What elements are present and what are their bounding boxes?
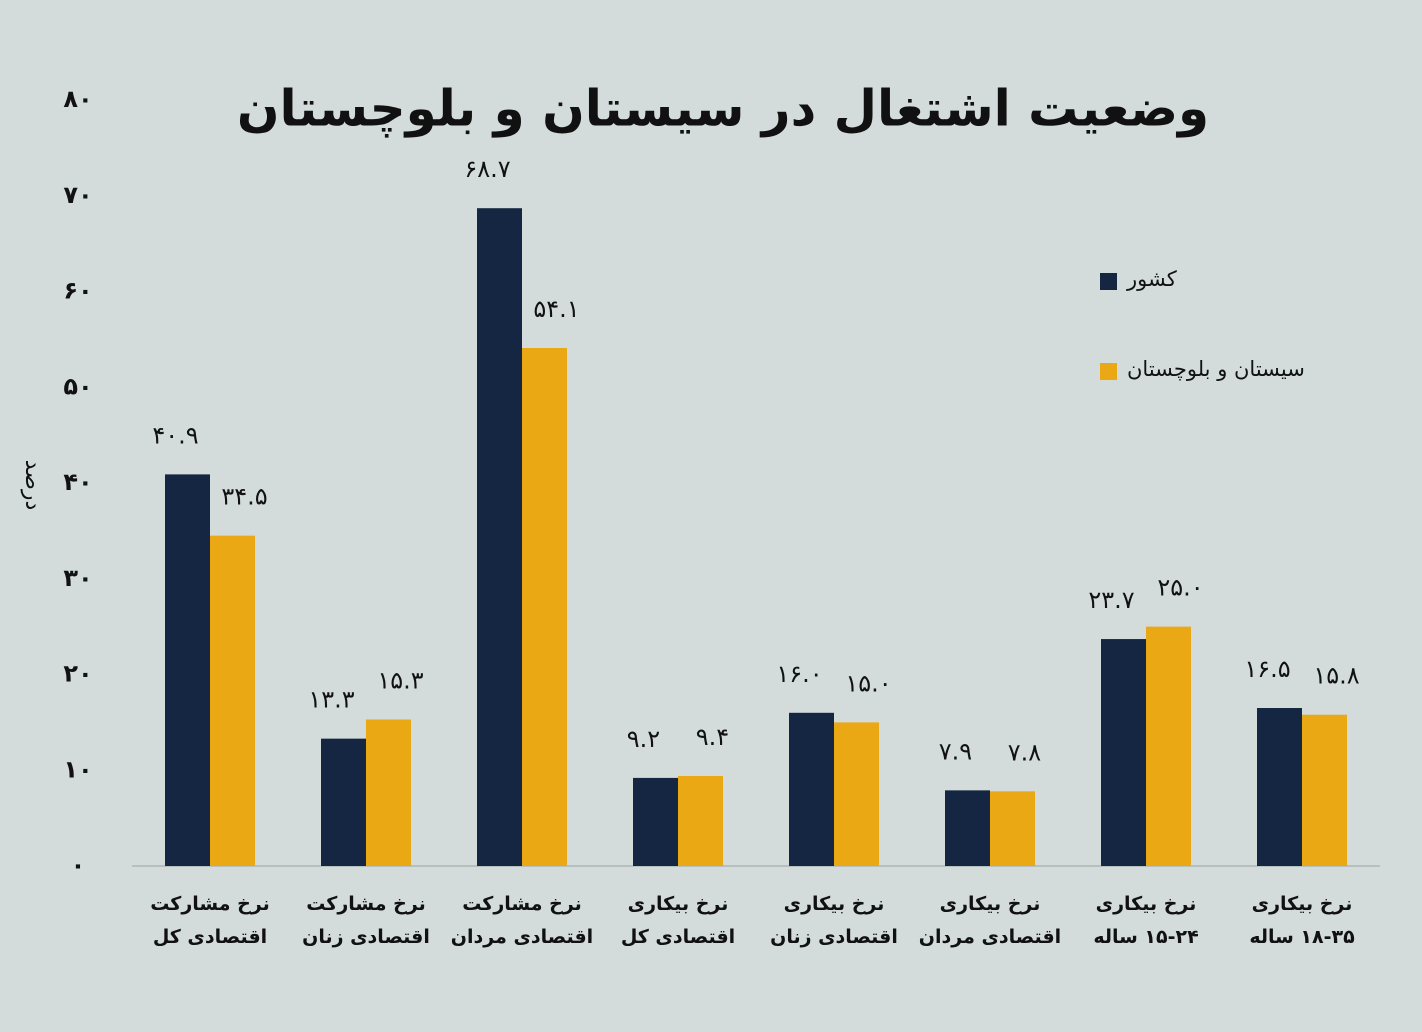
x-tick-label: نرخ مشارکت اقتصادی مردان: [450, 893, 594, 948]
y-tick-label: ۴۰: [63, 468, 92, 496]
bar: [1101, 639, 1146, 866]
y-tick-label: ۰: [71, 851, 86, 879]
x-tick-label: نرخ مشارکت اقتصادی زنان: [302, 893, 430, 948]
bar: [834, 722, 879, 866]
data-label: ۱۶.۵: [1244, 655, 1290, 683]
y-tick-label: ۱۰: [63, 755, 92, 783]
x-tick-label: نرخ مشارکت اقتصادی کل: [150, 893, 270, 948]
bar: [789, 712, 834, 866]
data-label: ۱۵.۸: [1313, 662, 1359, 690]
data-label: ۹.۴: [696, 723, 729, 751]
bar: [165, 474, 210, 866]
data-label: ۹.۲: [627, 725, 660, 753]
data-label: ۷.۸: [1008, 738, 1042, 766]
bar: [210, 535, 255, 866]
data-label: ۵۴.۱: [533, 295, 579, 323]
bar: [321, 738, 366, 866]
x-tick-label: نرخ بیکاری اقتصادی زنان: [770, 893, 898, 948]
bar: [1257, 708, 1302, 866]
data-label: ۲۵.۰: [1157, 574, 1203, 602]
legend-swatch: [1100, 273, 1117, 290]
y-tick-label: ۵۰: [63, 372, 92, 400]
data-label: ۱۶.۰: [776, 660, 822, 688]
data-label: ۲۳.۷: [1088, 586, 1134, 614]
data-label: ۳۴.۵: [221, 483, 267, 511]
bar: [1146, 626, 1191, 866]
x-tick-label: نرخ بیکاری ۱۵-۲۴ ساله: [1093, 893, 1199, 948]
chart-title: وضعیت اشتغال در سیستان و بلوچستان: [237, 80, 1209, 139]
bar: [522, 347, 567, 866]
data-label: ۷.۹: [939, 737, 972, 765]
y-tick-label: ۸۰: [63, 85, 92, 113]
y-tick-label: ۳۰: [63, 564, 92, 592]
data-label: ۴۰.۹: [152, 421, 198, 449]
bar: [477, 208, 522, 866]
bar: [366, 719, 411, 866]
data-label: ۶۸.۷: [464, 155, 510, 183]
bar: [1302, 714, 1347, 866]
x-tick-label: نرخ بیکاری اقتصادی مردان: [918, 893, 1062, 948]
x-tick-label: نرخ بیکاری اقتصادی کل: [620, 893, 736, 948]
bar: [945, 790, 990, 866]
y-tick-label: ۶۰: [63, 277, 92, 305]
bar: [678, 775, 723, 866]
bar: [990, 791, 1035, 866]
legend-label: کشور: [1126, 267, 1177, 291]
legend-label: سیستان و بلوچستان: [1127, 357, 1305, 381]
bar: [633, 777, 678, 866]
y-axis-label: درصد: [20, 460, 45, 511]
data-label: ۱۳.۳: [308, 686, 354, 714]
data-label: ۱۵.۳: [377, 667, 423, 695]
y-tick-label: ۲۰: [63, 660, 92, 688]
data-label: ۱۵.۰: [845, 669, 891, 697]
x-tick-label: نرخ بیکاری ۱۸-۳۵ ساله: [1249, 893, 1355, 948]
y-tick-label: ۷۰: [63, 181, 92, 209]
legend-swatch: [1100, 363, 1117, 380]
